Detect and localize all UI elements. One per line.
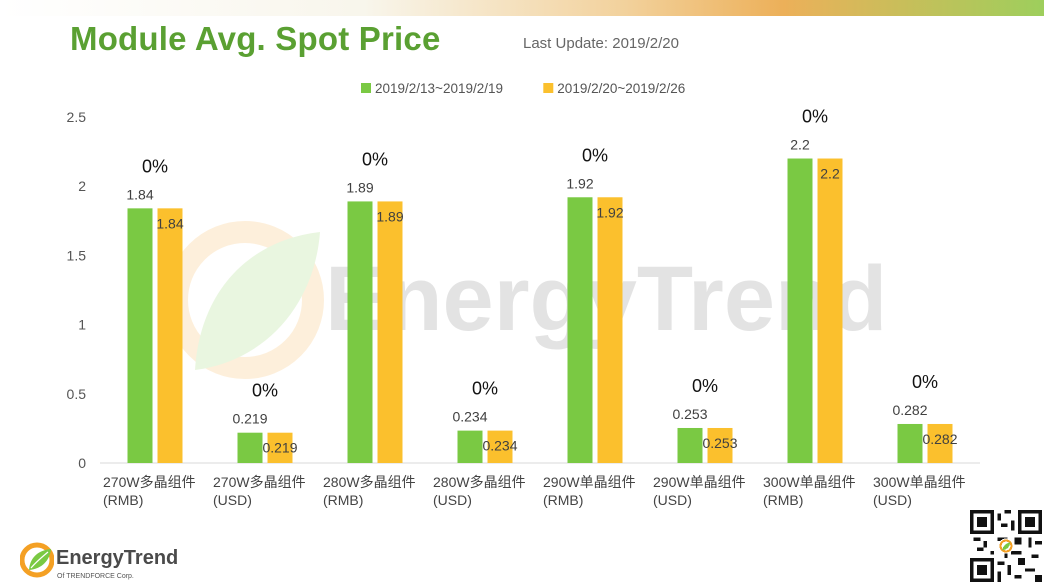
category-label-line-2: (USD) xyxy=(433,492,472,508)
change-label: 0% xyxy=(472,379,498,399)
logo-name: EnergyTrend xyxy=(56,547,179,569)
data-label-series-2: 1.89 xyxy=(376,208,403,224)
legend-swatch xyxy=(543,83,554,93)
y-tick-label: 0.5 xyxy=(67,386,87,402)
category-label-line-1: 300W单晶组件 xyxy=(873,474,966,490)
category-label-line-1: 290W单晶组件 xyxy=(653,474,746,490)
category-label-line-2: (USD) xyxy=(873,492,912,508)
bar-series-1 xyxy=(897,423,923,463)
y-tick-label: 2.5 xyxy=(67,109,87,125)
data-label-series-1: 0.219 xyxy=(232,411,267,427)
data-label-series-2: 1.84 xyxy=(156,215,183,231)
category-label-line-1: 290W单晶组件 xyxy=(543,474,636,490)
bar-series-2 xyxy=(487,430,513,463)
data-label-series-2: 2.2 xyxy=(820,166,840,182)
category-label-line-2: (RMB) xyxy=(103,492,143,508)
data-label-series-1: 1.92 xyxy=(566,175,593,191)
data-label-series-2: 0.253 xyxy=(702,435,737,451)
bar-series-2 xyxy=(817,158,843,463)
bar-series-1 xyxy=(787,158,813,463)
category-label-line-1: 280W多晶组件 xyxy=(433,474,526,490)
y-tick-label: 0 xyxy=(78,455,86,471)
bar-series-1 xyxy=(677,427,703,463)
category-label-line-2: (RMB) xyxy=(763,492,803,508)
y-tick-label: 1 xyxy=(78,317,86,333)
watermark-leaf-icon xyxy=(195,232,320,370)
category-label-line-2: (RMB) xyxy=(323,492,363,508)
category-label-line-1: 300W单晶组件 xyxy=(763,474,856,490)
y-tick-label: 1.5 xyxy=(67,247,87,263)
change-label: 0% xyxy=(912,372,938,392)
change-label: 0% xyxy=(692,376,718,396)
bar-series-2 xyxy=(157,208,183,463)
data-label-series-1: 0.253 xyxy=(672,406,707,422)
legend-swatch xyxy=(361,83,371,93)
data-label-series-2: 0.219 xyxy=(262,440,297,456)
top-decoration-band xyxy=(0,0,1044,16)
change-label: 0% xyxy=(142,156,168,176)
leaf-logo-icon xyxy=(19,542,55,578)
bar-series-1 xyxy=(127,208,153,463)
last-update-text: Last Update: 2019/2/20 xyxy=(523,35,679,52)
data-label-series-1: 0.282 xyxy=(892,402,927,418)
legend-label: 2019/2/13~2019/2/19 xyxy=(375,81,503,96)
data-label-series-2: 1.92 xyxy=(596,204,623,220)
bar-series-1 xyxy=(567,197,593,463)
category-label-line-1: 280W多晶组件 xyxy=(323,474,416,490)
logo-subtitle: Of TRENDFORCE Corp. xyxy=(57,573,134,580)
energytrend-logo: EnergyTrend Of TRENDFORCE Corp. xyxy=(19,540,220,585)
bar-series-1 xyxy=(347,201,373,463)
watermark: EnergyTrend xyxy=(166,221,887,379)
bar-series-2 xyxy=(707,427,733,463)
bar-series-2 xyxy=(927,423,953,463)
bar-series-1 xyxy=(457,430,483,463)
bar-series-2 xyxy=(267,432,293,463)
page-title: Module Avg. Spot Price xyxy=(70,20,441,57)
change-label: 0% xyxy=(362,149,388,169)
category-label-line-1: 270W多晶组件 xyxy=(213,474,306,490)
y-tick-label: 2 xyxy=(78,178,86,194)
change-label: 0% xyxy=(252,381,278,401)
data-label-series-1: 2.2 xyxy=(790,137,810,153)
data-label-series-2: 0.234 xyxy=(482,438,517,454)
category-label-line-2: (RMB) xyxy=(543,492,583,508)
data-label-series-1: 1.89 xyxy=(346,179,373,195)
change-label: 0% xyxy=(582,145,608,165)
category-label-line-1: 270W多晶组件 xyxy=(103,474,196,490)
category-label-line-2: (USD) xyxy=(653,492,692,508)
bar-series-2 xyxy=(377,201,403,463)
category-label-line-2: (USD) xyxy=(213,492,252,508)
data-label-series-2: 0.282 xyxy=(922,431,957,447)
change-label: 0% xyxy=(802,107,828,127)
legend-label: 2019/2/20~2019/2/26 xyxy=(557,81,685,96)
bar-series-2 xyxy=(597,197,623,463)
data-label-series-1: 0.234 xyxy=(452,409,487,425)
data-label-series-1: 1.84 xyxy=(126,186,153,202)
bar-series-1 xyxy=(237,432,263,463)
qr-code xyxy=(970,510,1042,582)
